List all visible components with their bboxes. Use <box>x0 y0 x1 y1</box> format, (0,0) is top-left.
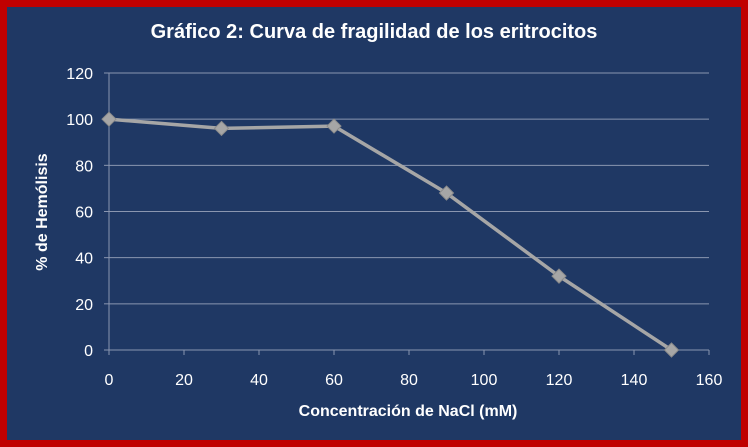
y-tick-label-100: 100 <box>66 112 93 129</box>
y-tick-label-0: 0 <box>84 343 93 360</box>
data-point-0 <box>101 111 117 127</box>
y-tick-label-60: 60 <box>75 205 93 222</box>
x-tick-label-40: 40 <box>250 372 268 389</box>
data-point-60 <box>326 118 342 134</box>
y-axis-title: % de Hemólisis <box>34 153 51 270</box>
series-line <box>108 117 673 352</box>
x-axis-title: Concentración de NaCl (mM) <box>299 403 518 420</box>
gridlines <box>109 72 709 305</box>
x-tick-label-60: 60 <box>325 372 343 389</box>
data-point-120 <box>551 268 567 284</box>
chart-panel <box>7 7 741 440</box>
x-tick-label-100: 100 <box>471 372 498 389</box>
axes <box>104 72 710 355</box>
x-tick-label-160: 160 <box>696 372 723 389</box>
data-point-150 <box>663 342 680 358</box>
x-tick-labels: 0 20 40 60 80 100 120 140 160 <box>105 372 723 389</box>
y-tick-label-120: 120 <box>66 66 93 83</box>
x-tick-label-80: 80 <box>400 372 418 389</box>
data-point-90 <box>438 185 455 201</box>
x-tick-label-0: 0 <box>105 372 114 389</box>
y-tick-label-20: 20 <box>75 297 93 314</box>
chart-title: Gráfico 2: Curva de fragilidad de los er… <box>151 21 598 43</box>
y-tick-labels: 0 20 40 60 80 100 120 <box>66 66 93 360</box>
series-hemolisis <box>101 111 680 358</box>
x-tick-label-20: 20 <box>175 372 193 389</box>
x-tick-label-140: 140 <box>621 372 648 389</box>
x-tick-label-120: 120 <box>546 372 573 389</box>
data-point-30 <box>213 120 230 137</box>
y-tick-label-80: 80 <box>75 158 93 175</box>
y-tick-label-40: 40 <box>75 251 93 268</box>
